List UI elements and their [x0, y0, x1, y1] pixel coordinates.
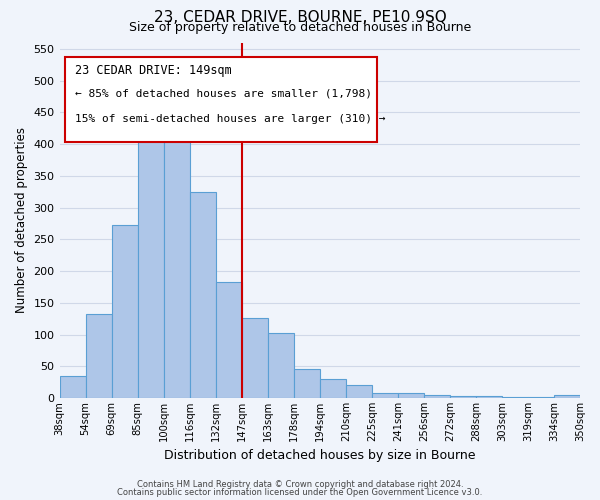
Bar	[502, 396, 528, 398]
Bar	[320, 379, 346, 398]
Bar	[450, 396, 476, 398]
Text: 23 CEDAR DRIVE: 149sqm: 23 CEDAR DRIVE: 149sqm	[75, 64, 232, 77]
Bar	[554, 395, 580, 398]
Bar	[242, 318, 268, 398]
Text: Contains public sector information licensed under the Open Government Licence v3: Contains public sector information licen…	[118, 488, 482, 497]
Text: 15% of semi-detached houses are larger (310) →: 15% of semi-detached houses are larger (…	[75, 114, 386, 124]
Bar	[164, 141, 190, 398]
Text: ← 85% of detached houses are smaller (1,798): ← 85% of detached houses are smaller (1,…	[75, 88, 372, 99]
Bar	[215, 282, 242, 398]
Bar	[59, 376, 86, 398]
Bar	[372, 393, 398, 398]
Text: 23, CEDAR DRIVE, BOURNE, PE10 9SQ: 23, CEDAR DRIVE, BOURNE, PE10 9SQ	[154, 10, 446, 25]
Bar	[398, 393, 424, 398]
Bar	[476, 396, 502, 398]
X-axis label: Distribution of detached houses by size in Bourne: Distribution of detached houses by size …	[164, 450, 476, 462]
Text: Size of property relative to detached houses in Bourne: Size of property relative to detached ho…	[129, 22, 471, 35]
Text: Contains HM Land Registry data © Crown copyright and database right 2024.: Contains HM Land Registry data © Crown c…	[137, 480, 463, 489]
Bar	[137, 123, 164, 398]
Bar	[346, 384, 372, 398]
Bar	[112, 226, 137, 398]
FancyBboxPatch shape	[65, 56, 377, 142]
Bar	[424, 395, 450, 398]
Bar	[268, 332, 294, 398]
Y-axis label: Number of detached properties: Number of detached properties	[15, 128, 28, 314]
Bar	[294, 369, 320, 398]
Bar	[86, 314, 112, 398]
Bar	[528, 396, 554, 398]
Bar	[190, 192, 215, 398]
